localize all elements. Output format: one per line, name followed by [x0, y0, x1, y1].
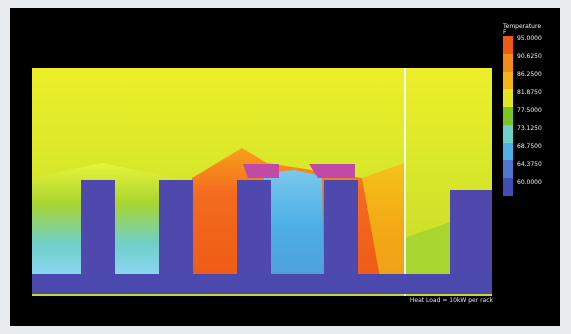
cooling-unit-left — [243, 164, 279, 178]
legend-segment — [503, 53, 513, 72]
legend-tick-label: 86.2500 — [517, 71, 542, 78]
legend-segment — [503, 89, 513, 108]
legend-segment — [503, 71, 513, 90]
legend-segment — [503, 36, 513, 54]
rack-1 — [81, 180, 115, 274]
rack-5 — [450, 190, 492, 274]
cooling-unit-right — [309, 164, 355, 178]
cool-aisle-zone — [262, 170, 324, 278]
legend-tick-label: 77.5000 — [517, 107, 542, 114]
legend-tick-label: 95.0000 — [517, 35, 542, 42]
divider-line — [404, 68, 406, 296]
legend-tick-label: 81.8750 — [517, 89, 542, 96]
legend-tick-label: 68.7500 — [517, 143, 542, 150]
rack-3 — [237, 180, 271, 274]
rack-4 — [324, 180, 358, 274]
legend-tick-label: 60.0000 — [517, 179, 542, 186]
legend-title: Temperature — [503, 23, 542, 30]
legend-segment — [503, 160, 513, 179]
legend-unit: F — [503, 29, 507, 36]
legend-tick-label: 90.6250 — [517, 53, 542, 60]
legend-segment — [503, 107, 513, 125]
right-hot-zone — [362, 163, 404, 278]
floor-strip — [32, 274, 492, 294]
legend-tick-label: 73.1250 — [517, 125, 542, 132]
rack-2 — [159, 180, 193, 274]
legend-segment — [503, 178, 513, 196]
legend-tick-label: 64.3750 — [517, 161, 542, 168]
legend-segment — [503, 142, 513, 161]
legend-color-bar — [503, 36, 513, 196]
legend-segment — [503, 124, 513, 143]
temperature-legend: Temperature F 95.0000 90.6250 86.2500 81.87… — [490, 8, 560, 248]
heat-load-caption: Heat Load = 10kW per rack — [409, 297, 493, 304]
thermal-simulation — [32, 68, 492, 296]
